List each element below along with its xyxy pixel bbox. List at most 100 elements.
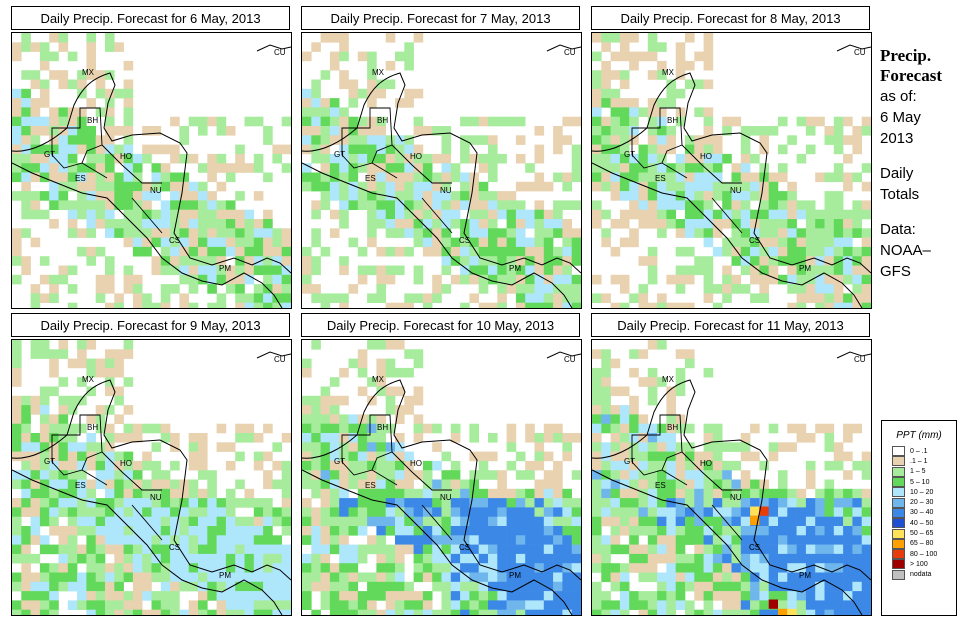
country-label: ES <box>75 174 86 183</box>
precip-cell <box>432 544 442 555</box>
precip-cell <box>235 284 245 294</box>
precip-cell <box>39 581 50 592</box>
precip-cell <box>675 591 686 601</box>
precip-cell <box>311 135 321 145</box>
precip-cell <box>488 581 498 592</box>
precip-cell <box>49 460 59 471</box>
precip-cell <box>515 284 526 294</box>
precip-cell <box>114 544 124 555</box>
precip-cell <box>657 153 667 164</box>
country-label: GT <box>334 150 345 159</box>
precip-cell <box>142 219 152 229</box>
precip-cell <box>395 572 405 583</box>
precip-cell <box>815 246 825 257</box>
precip-cell <box>272 591 282 601</box>
precip-cell <box>657 535 667 545</box>
precip-cell <box>843 433 853 443</box>
precip-cell <box>216 563 227 573</box>
precip-cell <box>666 126 676 136</box>
precip-cell <box>694 219 704 229</box>
precip-cell <box>675 274 686 285</box>
precip-cell <box>105 135 115 145</box>
precip-cell <box>225 600 236 610</box>
precip-cell <box>216 535 227 545</box>
precip-cell <box>39 433 50 443</box>
precip-cell <box>58 414 69 424</box>
precip-cell <box>30 498 41 508</box>
precip-cell <box>188 219 199 229</box>
precip-cell <box>750 526 760 536</box>
precip-cell <box>348 516 359 527</box>
precip-cell <box>638 293 649 303</box>
precip-cell <box>95 172 106 183</box>
precip-cell <box>244 544 255 555</box>
precip-cell <box>432 423 442 434</box>
legend-swatch <box>892 518 905 529</box>
precip-cell <box>281 265 291 276</box>
precip-cell <box>778 479 788 490</box>
precip-cell <box>805 144 816 155</box>
precip-cell <box>21 144 31 155</box>
precip-cell <box>450 433 461 443</box>
precip-cell <box>170 609 180 615</box>
precip-cell <box>114 414 124 424</box>
precip-cell <box>302 181 312 192</box>
precip-cell <box>562 433 572 443</box>
precip-cell <box>666 516 676 527</box>
precip-cell <box>685 526 695 536</box>
precip-cell <box>592 488 602 499</box>
precip-cell <box>731 284 742 294</box>
precip-cell <box>497 153 507 164</box>
precip-cell <box>666 79 676 90</box>
precip-cell <box>488 498 498 508</box>
precip-cell <box>824 526 835 536</box>
precip-cell <box>395 302 405 308</box>
precip-cell <box>647 553 658 564</box>
precip-cell <box>787 507 797 517</box>
precip-cell <box>506 460 517 471</box>
precip-cell <box>778 442 788 452</box>
precip-cell <box>824 535 835 545</box>
precip-cell <box>376 377 386 387</box>
precip-cell <box>86 126 96 136</box>
precip-cell <box>188 581 199 592</box>
precip-cell <box>244 246 255 257</box>
precip-cell <box>320 460 331 471</box>
precip-cell <box>543 274 554 285</box>
precip-cell <box>441 563 452 573</box>
precip-cell <box>95 572 106 583</box>
precip-cell <box>441 191 452 201</box>
precip-cell <box>348 442 359 452</box>
precip-cell <box>244 116 255 127</box>
precip-cell <box>114 498 124 508</box>
coastline <box>12 379 291 615</box>
precip-cell <box>357 246 368 257</box>
precip-cell <box>86 60 96 71</box>
precip-cell <box>712 228 723 238</box>
precip-cell <box>731 544 742 555</box>
precip-cell <box>12 526 22 536</box>
precip-cell <box>740 470 751 480</box>
precip-cell <box>422 191 433 201</box>
precip-cell <box>263 572 273 583</box>
precip-cell <box>694 200 704 210</box>
precip-cell <box>497 591 507 601</box>
precip-cell <box>132 526 143 536</box>
precip-cell <box>105 181 115 192</box>
precip-cell <box>824 460 835 471</box>
precip-cell <box>404 200 414 210</box>
precip-cell <box>731 507 742 517</box>
precip-cell <box>731 209 742 220</box>
precip-cell <box>534 526 545 536</box>
precip-cell <box>703 163 714 173</box>
precip-cell <box>694 516 704 527</box>
precip-cell <box>553 228 563 238</box>
precip-cell <box>67 172 78 183</box>
precip-cell <box>30 191 41 201</box>
precip-cell <box>188 237 199 248</box>
precip-cell <box>151 126 162 136</box>
precip-cell <box>712 209 723 220</box>
precip-cell <box>216 237 227 248</box>
precip-cell <box>395 526 405 536</box>
precip-cell <box>675 60 686 71</box>
